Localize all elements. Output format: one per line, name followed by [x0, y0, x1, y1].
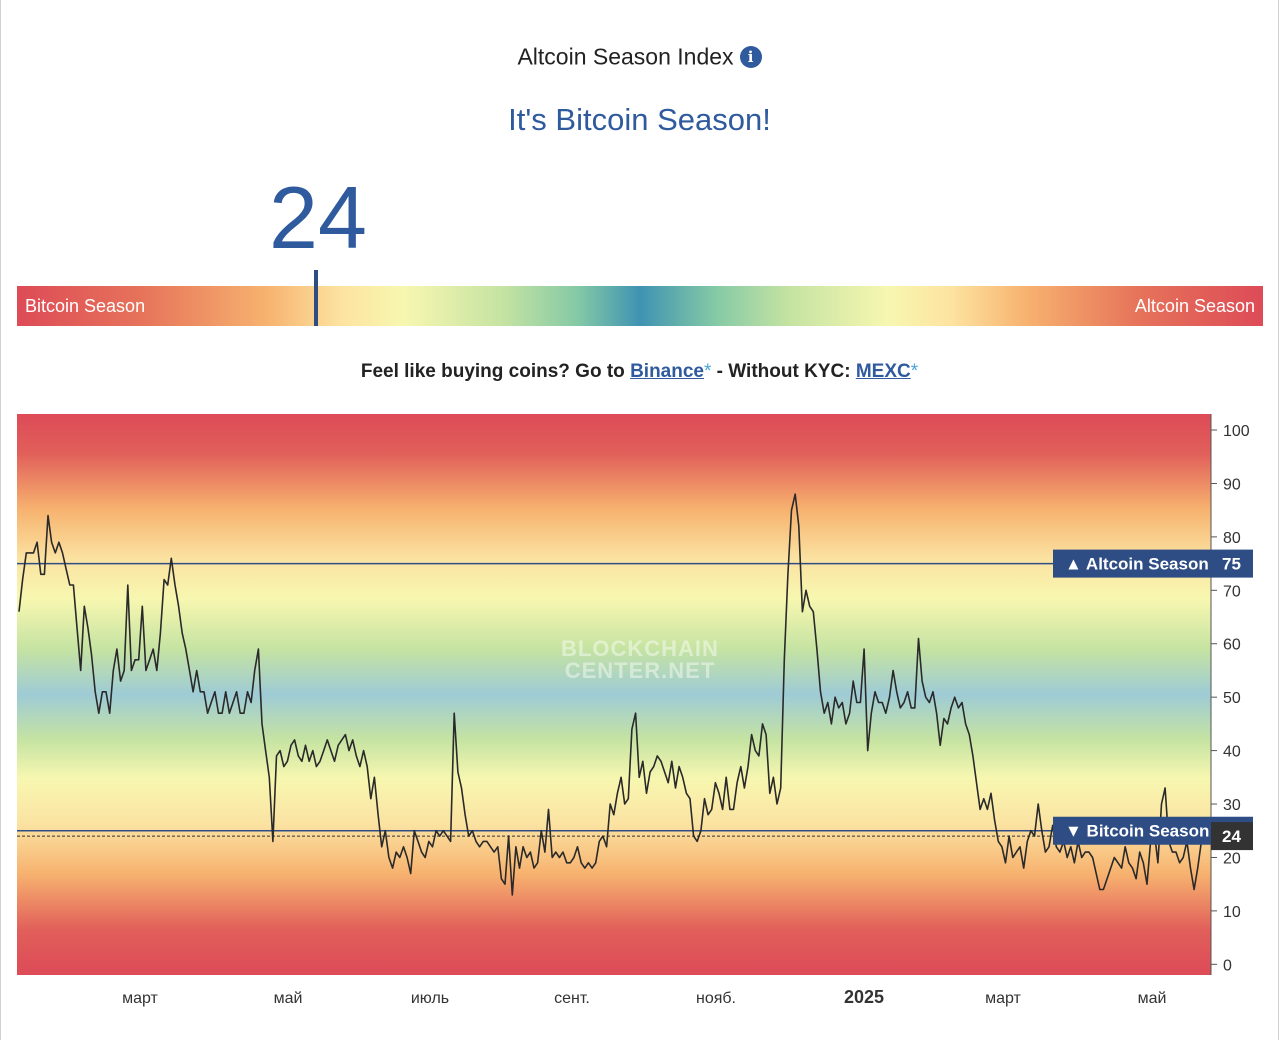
- x-tick-label: сент.: [554, 990, 590, 1007]
- x-tick-label: март: [985, 990, 1021, 1007]
- chart-background: [17, 414, 1211, 975]
- x-tick-label: 2025: [844, 987, 884, 1007]
- y-tick-label: 20: [1223, 850, 1241, 867]
- y-tick-label: 60: [1223, 637, 1241, 654]
- promo-middle: - Without KYC:: [716, 361, 851, 382]
- mexc-link[interactable]: MEXC: [855, 361, 911, 382]
- promo-prefix: Feel like buying coins? Go to: [360, 361, 625, 382]
- x-tick-label: март: [122, 990, 158, 1007]
- index-title: Altcoin Season Index i: [0, 42, 1279, 70]
- y-tick-label: 80: [1223, 530, 1241, 547]
- y-tick-label: 50: [1223, 690, 1241, 707]
- binance-link[interactable]: Binance: [630, 361, 704, 382]
- index-series-line: [18, 493, 1206, 896]
- gauge-marker: [314, 270, 319, 326]
- altcoin-season-label-box: [1053, 549, 1253, 578]
- watermark-line: CENTER.NET: [565, 658, 716, 683]
- gauge-label-altcoin-season: Altcoin Season: [1134, 296, 1255, 316]
- y-tick-label: 40: [1223, 744, 1241, 761]
- y-tick-label: 10: [1223, 904, 1241, 921]
- altcoin-season-label: ▲ Altcoin Season: [1065, 555, 1209, 574]
- mexc-star: *: [910, 361, 919, 382]
- promo-line: Feel like buying coins? Go to Binance* -…: [0, 361, 1279, 383]
- x-axis-ticks: март май июль сент. нояб. 2025 март май: [122, 987, 1166, 1007]
- x-tick-label: июль: [411, 990, 449, 1007]
- current-value-box: [1211, 822, 1253, 851]
- y-tick-label: 70: [1223, 583, 1241, 600]
- index-title-text: Altcoin Season Index: [517, 43, 734, 70]
- current-index-value: 24: [269, 168, 367, 267]
- x-tick-label: май: [274, 990, 303, 1007]
- gauge-label-bitcoin-season: Bitcoin Season: [25, 296, 146, 316]
- y-axis-ticks: 0 10 20 30 40 50 60 70 80 90 100: [1211, 423, 1250, 974]
- season-gauge: Bitcoin Season Altcoin Season: [17, 270, 1263, 326]
- x-axis-strip: [17, 975, 1211, 1012]
- bitcoin-season-label: ▼ Bitcoin Season: [1065, 822, 1209, 841]
- y-tick-label: 0: [1223, 957, 1232, 974]
- reference-value-label: 75: [1222, 555, 1241, 574]
- series-group: [18, 493, 1206, 896]
- season-status: It's Bitcoin Season!: [508, 102, 771, 137]
- x-tick-label: нояб.: [696, 990, 736, 1007]
- frame-left-border: [0, 0, 1, 1040]
- y-tick-label: 30: [1223, 797, 1241, 814]
- binance-star: *: [703, 361, 712, 382]
- y-tick-label: 100: [1223, 423, 1250, 440]
- current-value-label: 24: [1222, 827, 1241, 846]
- watermark-line: BLOCKCHAIN: [561, 636, 719, 661]
- info-icon[interactable]: i: [739, 45, 762, 68]
- reference-lines: [17, 562, 1211, 837]
- y-tick-label: 90: [1223, 476, 1241, 493]
- x-tick-label: май: [1138, 990, 1167, 1007]
